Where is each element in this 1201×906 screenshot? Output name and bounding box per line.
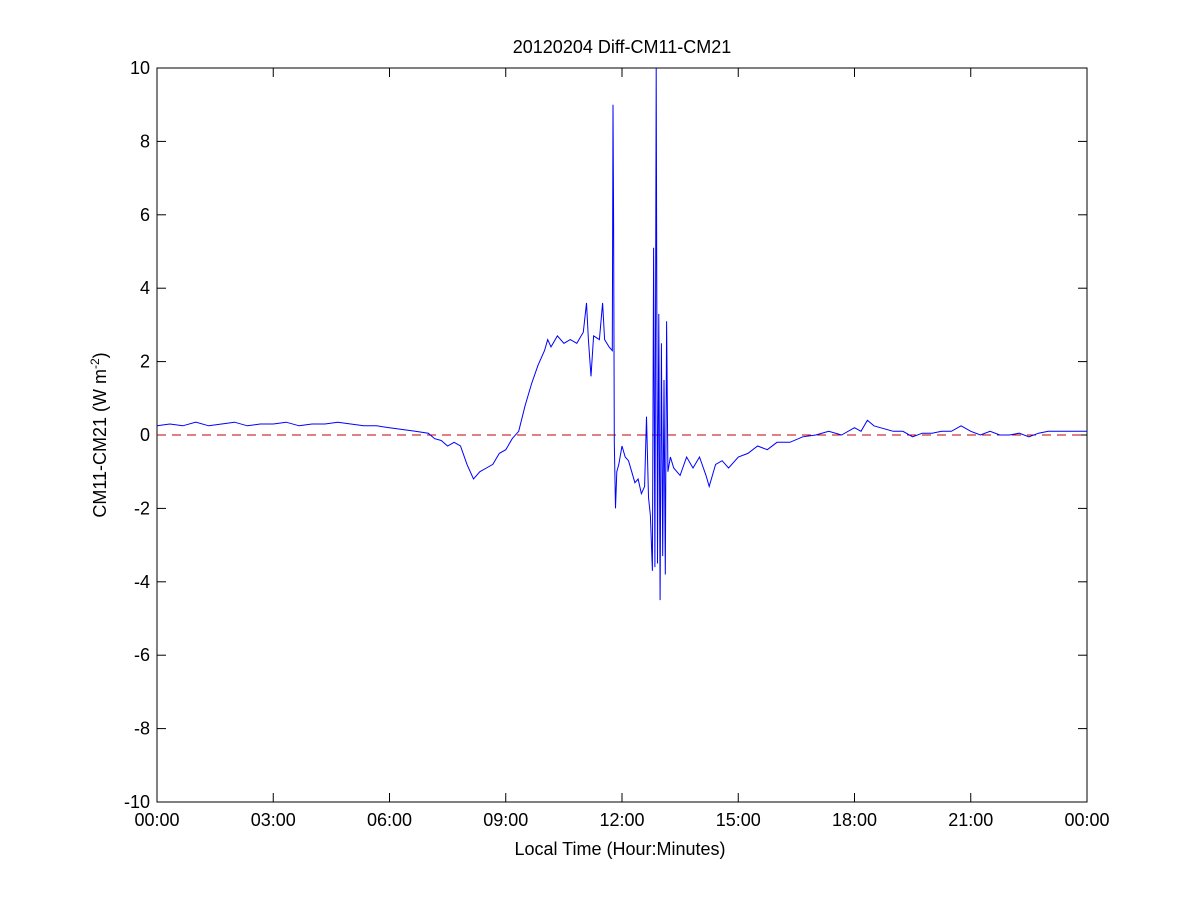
- x-tick-label: 00:00: [134, 810, 179, 830]
- x-tick-label: 06:00: [367, 810, 412, 830]
- y-tick-label: -10: [124, 792, 150, 812]
- x-axis-label: Local Time (Hour:Minutes): [514, 839, 725, 859]
- x-tick-label: 18:00: [832, 810, 877, 830]
- series-line: [156, 67, 1087, 601]
- y-axis-label-superscript: -2: [88, 358, 102, 369]
- x-tick-label: 03:00: [251, 810, 296, 830]
- y-axis-label-main: CM11-CM21 (W m: [90, 369, 110, 518]
- chart-title: 20120204 Diff-CM11-CM21: [513, 37, 731, 57]
- x-tick-label: 15:00: [716, 810, 761, 830]
- y-tick-label: -8: [134, 719, 150, 739]
- y-axis-label: CM11-CM21 (W m-2): [88, 352, 110, 517]
- y-tick-label: 4: [140, 278, 150, 298]
- y-tick-label: 8: [140, 131, 150, 151]
- y-tick-label: -6: [134, 645, 150, 665]
- x-tick-label: 21:00: [948, 810, 993, 830]
- y-axis-label-suffix: ): [90, 352, 110, 358]
- y-tick-label: 6: [140, 205, 150, 225]
- y-tick-label: 2: [140, 352, 150, 372]
- x-tick-label: 09:00: [483, 810, 528, 830]
- y-tick-label: -4: [134, 572, 150, 592]
- y-tick-label: -2: [134, 498, 150, 518]
- x-tick-label: 00:00: [1064, 810, 1109, 830]
- y-tick-label: 0: [140, 425, 150, 445]
- x-tick-label: 12:00: [599, 810, 644, 830]
- y-tick-label: 10: [130, 58, 150, 78]
